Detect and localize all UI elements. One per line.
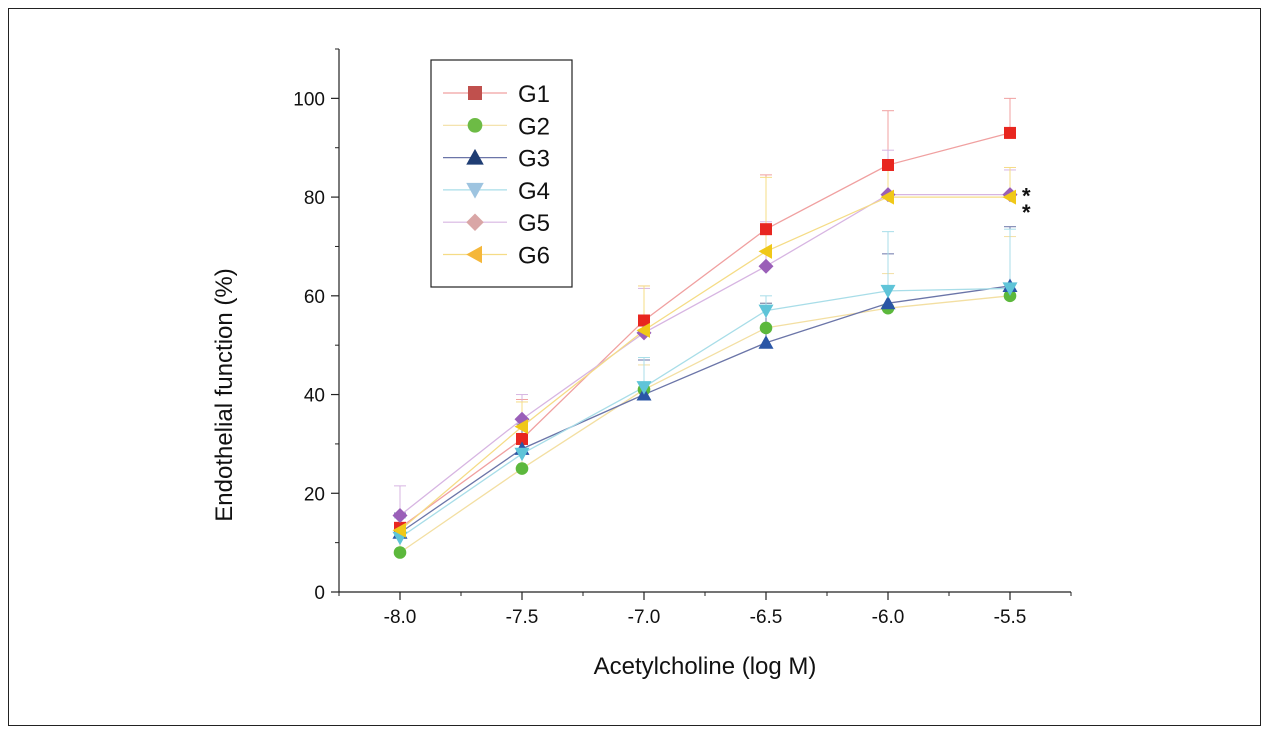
point-g3 [758, 335, 774, 349]
series-line-g5 [399, 193, 1010, 516]
point-g4 [636, 381, 652, 395]
legend-marker-g2 [467, 117, 483, 133]
series-markers [392, 126, 1018, 559]
point-g6 [636, 322, 650, 338]
legend-label-g1: G1 [518, 81, 550, 108]
series-lines [399, 132, 1011, 554]
legend-marker-g6 [466, 245, 482, 264]
x-axis-title: Acetylcholine (log M) [594, 653, 817, 680]
point-g6 [1002, 189, 1016, 205]
series-line-g4 [399, 287, 1011, 539]
point-g2 [515, 462, 529, 475]
point-g5 [392, 507, 408, 523]
point-g6 [392, 522, 406, 538]
series-line-g1 [399, 132, 1011, 529]
legend: G1 G2 G3 G4 G5 G6 [430, 59, 573, 288]
series-line-g2 [399, 295, 1011, 554]
x-tick-label: -7.5 [506, 607, 539, 628]
x-tick-label: -6.0 [872, 607, 905, 628]
point-g2 [393, 546, 407, 559]
legend-marker-g3 [466, 148, 484, 165]
point-g6 [514, 419, 528, 435]
point-g3 [880, 295, 896, 310]
point-g1 [760, 223, 772, 236]
y-tick-label: 80 [304, 188, 325, 209]
point-g6 [880, 189, 894, 205]
point-g1 [1004, 126, 1016, 139]
legend-marker-g5 [466, 213, 484, 231]
legend-label-g3: G3 [518, 146, 550, 173]
y-tick-label: 60 [304, 287, 325, 308]
point-g2 [759, 321, 773, 335]
x-tick-label: -6.5 [750, 607, 783, 628]
point-g5 [758, 258, 774, 274]
figure-frame [8, 8, 1261, 726]
legend-box [430, 59, 573, 288]
y-tick-label: 100 [293, 89, 325, 110]
point-g4 [514, 447, 530, 462]
y-tick-label: 40 [304, 386, 325, 407]
annotations: ** [1022, 184, 1031, 225]
axes: 0 20 40 60 80 100 -8.0 -7.5 -7.0 -6.5 -6.0 -5.5 [293, 48, 1072, 628]
legend-label-g5: G5 [518, 210, 550, 237]
x-tick-label: -7.0 [628, 607, 661, 628]
point-g1 [882, 159, 894, 172]
series-line-g3 [399, 285, 1011, 534]
significance-star: * [1022, 184, 1031, 209]
y-tick-label: 0 [314, 583, 325, 604]
legend-label-g2: G2 [518, 113, 550, 140]
y-tick-label: 20 [304, 484, 325, 505]
point-g1 [638, 314, 650, 327]
point-g4 [880, 284, 896, 299]
y-axis-title: Endothelial function (%) [211, 268, 238, 521]
x-tick-label: -5.5 [994, 607, 1027, 628]
significance-star: * [1022, 200, 1031, 225]
legend-marker-g1 [468, 86, 482, 100]
x-tick-label: -8.0 [384, 607, 417, 628]
legend-label-g6: G6 [518, 243, 550, 270]
legend-label-g4: G4 [518, 178, 550, 205]
point-g4 [1002, 282, 1018, 296]
legend-marker-g4 [466, 182, 484, 199]
point-g1 [516, 432, 528, 445]
series-line-g6 [399, 196, 1010, 531]
point-g6 [758, 243, 772, 259]
point-g4 [758, 304, 774, 319]
